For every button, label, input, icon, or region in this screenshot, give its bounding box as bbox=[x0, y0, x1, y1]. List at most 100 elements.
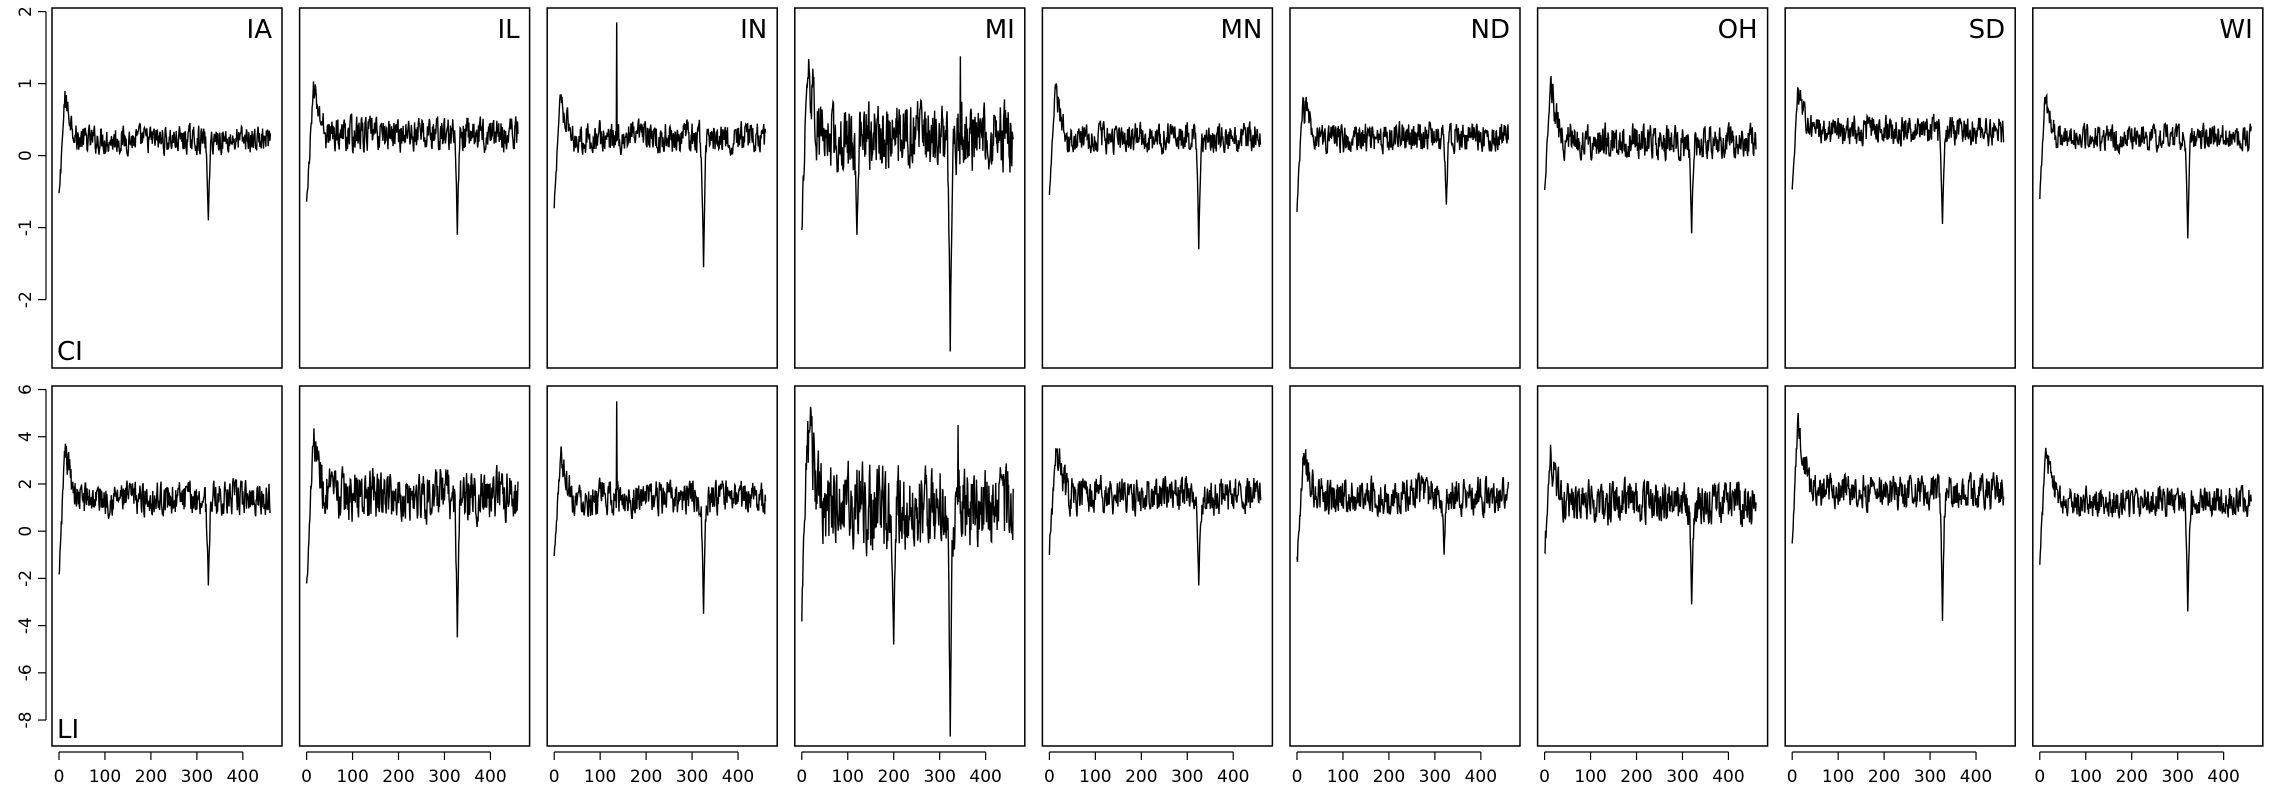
panel-frame bbox=[546, 385, 778, 747]
panel-CI-OH: OH bbox=[1536, 7, 1769, 369]
x-axis-OH: 0 100 200 300 400 bbox=[1539, 751, 1745, 787]
x-tick-label: 200 bbox=[1125, 767, 1157, 787]
x-tick-label: 0 bbox=[1044, 767, 1055, 787]
panel-frame bbox=[298, 7, 531, 369]
panel-frame bbox=[298, 385, 531, 747]
y-tick-label: -6 bbox=[16, 664, 36, 681]
x-tick-label: 0 bbox=[549, 767, 560, 787]
panel-CI-ND: ND bbox=[1289, 7, 1521, 369]
panel-LI-IA: LI 0 100 200 300 400 bbox=[51, 385, 283, 787]
x-tick-label: 400 bbox=[722, 767, 754, 787]
x-tick-label: 100 bbox=[336, 767, 368, 787]
panel-title: SD bbox=[1969, 15, 2006, 45]
x-tick-label: 200 bbox=[877, 767, 909, 787]
series-line-CI-IA bbox=[58, 90, 272, 221]
panel-frame bbox=[2032, 7, 2264, 369]
series-line-LI-MN bbox=[1048, 448, 1262, 586]
x-axis-MN: 0 100 200 300 400 bbox=[1044, 751, 1249, 787]
y-axis-LI: -8 -6 -4 -2 0 2 4 6 bbox=[16, 384, 47, 729]
x-tick-label: 300 bbox=[676, 767, 708, 787]
x-tick-label: 0 bbox=[1539, 767, 1550, 787]
y-tick-label: 1 bbox=[16, 78, 36, 89]
x-tick-label: 0 bbox=[2034, 767, 2045, 787]
panel-title: WI bbox=[2219, 15, 2252, 45]
x-axis-IL: 0 100 200 300 400 bbox=[301, 751, 507, 787]
x-tick-label: 0 bbox=[796, 767, 807, 787]
y-tick-label: -2 bbox=[16, 570, 36, 587]
panel-frame bbox=[1289, 7, 1521, 369]
panel-LI-OH: 0 100 200 300 400 bbox=[1536, 385, 1769, 787]
series-line-LI-SD bbox=[1791, 412, 2005, 621]
x-tick-label: 400 bbox=[969, 767, 1001, 787]
x-tick-label: 300 bbox=[428, 767, 460, 787]
x-tick-label: 0 bbox=[1787, 767, 1798, 787]
x-tick-label: 400 bbox=[2207, 767, 2239, 787]
y-tick-label: 0 bbox=[16, 526, 36, 537]
x-tick-label: 200 bbox=[630, 767, 662, 787]
x-tick-label: 300 bbox=[181, 767, 213, 787]
panel-LI-MN: 0 100 200 300 400 bbox=[1041, 385, 1274, 787]
x-tick-label: 100 bbox=[1822, 767, 1854, 787]
panel-CI-IA: IA CI bbox=[51, 7, 283, 369]
row-label: CI bbox=[57, 337, 83, 367]
panel-title: IN bbox=[740, 15, 767, 45]
x-axis-IN: 0 100 200 300 400 bbox=[549, 751, 754, 787]
x-tick-label: 100 bbox=[1079, 767, 1111, 787]
panel-CI-MN: MN bbox=[1041, 7, 1274, 369]
panel-title: MN bbox=[1221, 15, 1263, 45]
panel-LI-IN: 0 100 200 300 400 bbox=[546, 385, 778, 787]
x-tick-label: 100 bbox=[1327, 767, 1359, 787]
panel-LI-IL: 0 100 200 300 400 bbox=[298, 385, 531, 787]
x-tick-label: 200 bbox=[382, 767, 414, 787]
panel-frame bbox=[1536, 385, 1769, 747]
series-line-CI-IN bbox=[553, 22, 767, 268]
panel-frame bbox=[2032, 385, 2264, 747]
x-tick-label: 0 bbox=[54, 767, 65, 787]
panel-title: OH bbox=[1718, 15, 1758, 45]
panel-frame bbox=[1784, 7, 2016, 369]
x-tick-label: 400 bbox=[1217, 767, 1249, 787]
y-tick-label: 0 bbox=[16, 150, 36, 161]
x-tick-label: 300 bbox=[1419, 767, 1451, 787]
x-axis-WI: 0 100 200 300 400 bbox=[2034, 751, 2240, 787]
panel-CI-IL: IL bbox=[298, 7, 531, 369]
series-line-CI-ND bbox=[1296, 96, 1510, 212]
x-tick-label: 0 bbox=[1292, 767, 1303, 787]
panel-LI-WI: 0 100 200 300 400 bbox=[2032, 385, 2264, 787]
panel-frame bbox=[1041, 7, 1274, 369]
x-tick-label: 100 bbox=[2070, 767, 2102, 787]
series-line-LI-IA bbox=[58, 443, 272, 586]
x-axis-SD: 0 100 200 300 400 bbox=[1787, 751, 1992, 787]
panel-frame bbox=[794, 385, 1026, 747]
x-axis-IA: 0 100 200 300 400 bbox=[54, 751, 259, 787]
panel-frame bbox=[1289, 385, 1521, 747]
panel-frame bbox=[51, 385, 283, 747]
series-line-LI-ND bbox=[1296, 449, 1510, 562]
series-line-LI-IN bbox=[553, 401, 767, 614]
x-tick-label: 300 bbox=[1171, 767, 1203, 787]
x-tick-label: 400 bbox=[474, 767, 506, 787]
panel-LI-MI: 0 100 200 300 400 bbox=[794, 385, 1026, 787]
series-line-CI-OH bbox=[1543, 75, 1757, 234]
y-tick-label: -8 bbox=[16, 712, 36, 729]
y-tick-label: -4 bbox=[16, 617, 36, 634]
y-tick-label: 6 bbox=[16, 384, 36, 395]
y-tick-label: 2 bbox=[16, 479, 36, 490]
x-tick-label: 200 bbox=[135, 767, 167, 787]
panel-title: ND bbox=[1471, 15, 1510, 45]
panel-frame bbox=[1784, 385, 2016, 747]
x-tick-label: 200 bbox=[1620, 767, 1652, 787]
x-tick-label: 400 bbox=[227, 767, 259, 787]
x-tick-label: 200 bbox=[1868, 767, 1900, 787]
x-tick-label: 100 bbox=[584, 767, 616, 787]
panel-frame bbox=[794, 7, 1026, 369]
x-tick-label: 100 bbox=[832, 767, 864, 787]
panel-title: IL bbox=[497, 15, 520, 45]
x-tick-label: 300 bbox=[2161, 767, 2193, 787]
y-tick-label: 4 bbox=[16, 431, 36, 442]
x-axis-ND: 0 100 200 300 400 bbox=[1292, 751, 1497, 787]
x-tick-label: 400 bbox=[1465, 767, 1497, 787]
x-tick-label: 400 bbox=[1712, 767, 1744, 787]
panel-CI-IN: IN bbox=[546, 7, 778, 369]
